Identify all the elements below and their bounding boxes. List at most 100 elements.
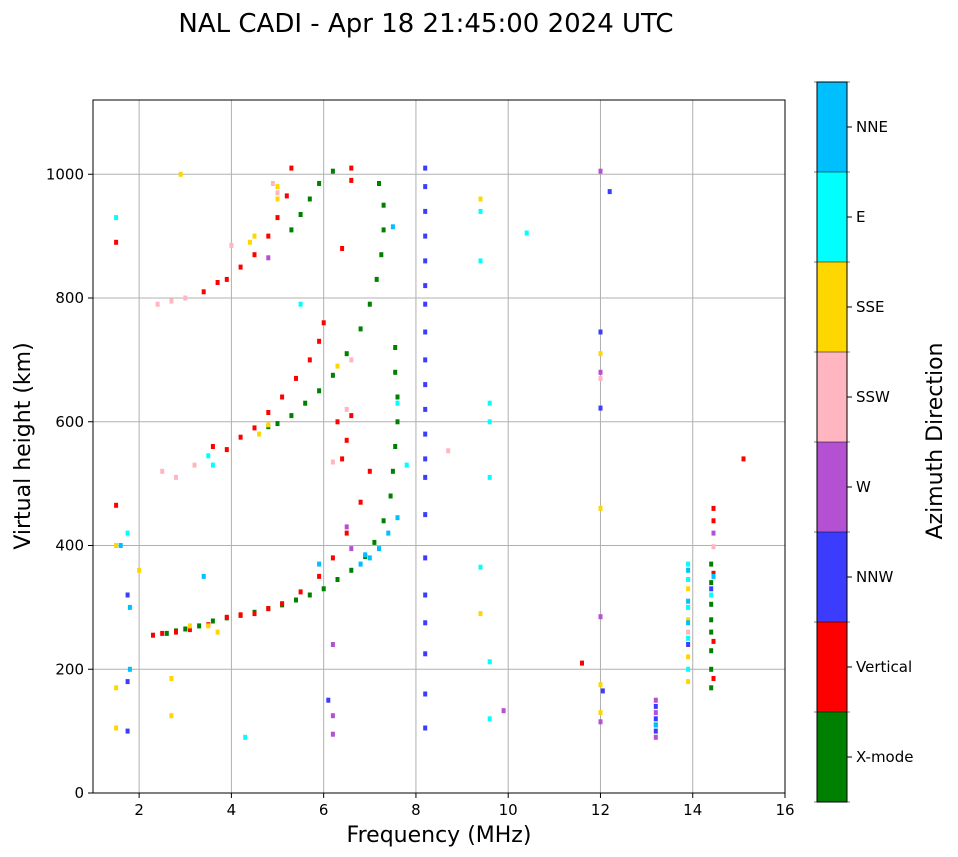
- point-sse: [478, 196, 483, 202]
- point-e: [487, 474, 492, 480]
- point-ssw: [686, 629, 691, 635]
- point-vertical: [344, 437, 349, 443]
- point-e: [243, 734, 248, 740]
- point-nne: [377, 546, 381, 552]
- point-e: [686, 666, 691, 672]
- point-sse: [257, 431, 262, 437]
- point-nnw: [423, 301, 428, 307]
- point-w: [349, 546, 354, 552]
- point-nnw: [423, 208, 428, 214]
- point-x-mode: [289, 227, 294, 233]
- point-e: [395, 400, 400, 406]
- point-nnw: [607, 189, 612, 195]
- colorbar-swatch-w: [817, 442, 847, 532]
- point-nne: [686, 620, 691, 626]
- point-ssw: [344, 406, 349, 412]
- point-vertical: [335, 419, 340, 425]
- point-vertical: [298, 589, 303, 595]
- point-vertical: [215, 280, 220, 285]
- point-w: [344, 524, 349, 530]
- x-tick-label: 10: [499, 801, 518, 819]
- point-e: [487, 419, 492, 425]
- point-x-mode: [709, 580, 714, 586]
- point-nnw: [709, 586, 714, 592]
- point-w: [330, 731, 335, 737]
- x-tick-label: 2: [134, 801, 144, 819]
- colorbar-tick-label: SSW: [856, 388, 890, 406]
- point-e: [686, 635, 691, 641]
- point-e: [487, 659, 492, 665]
- point-e: [686, 561, 691, 567]
- point-x-mode: [709, 666, 714, 672]
- point-x-mode: [379, 252, 384, 258]
- point-sse: [598, 351, 603, 357]
- chart-title: NAL CADI - Apr 18 21:45:00 2024 UTC: [178, 9, 673, 39]
- point-vertical: [114, 502, 119, 508]
- point-e: [478, 258, 483, 264]
- point-x-mode: [393, 444, 398, 449]
- point-vertical: [160, 630, 165, 636]
- point-sse: [187, 623, 192, 629]
- point-vertical: [280, 601, 285, 607]
- point-x-mode: [330, 168, 335, 174]
- point-nne: [127, 604, 132, 610]
- point-vertical: [224, 276, 229, 282]
- point-e: [686, 577, 691, 582]
- point-vertical: [284, 193, 289, 199]
- point-nnw: [125, 728, 130, 734]
- point-vertical: [238, 612, 243, 618]
- point-x-mode: [709, 617, 714, 623]
- point-nnw: [653, 728, 658, 734]
- x-tick-label: 6: [319, 801, 329, 819]
- point-x-mode: [330, 372, 335, 378]
- point-nnw: [423, 165, 428, 171]
- point-sse: [247, 239, 252, 245]
- point-w: [598, 168, 603, 174]
- point-vertical: [289, 165, 294, 171]
- point-w: [598, 719, 603, 725]
- point-x-mode: [393, 369, 398, 375]
- point-vertical: [275, 215, 280, 221]
- point-nnw: [598, 329, 603, 335]
- point-vertical: [266, 410, 271, 415]
- point-nnw: [653, 716, 658, 722]
- x-axis-label: Frequency (MHz): [347, 823, 532, 848]
- point-w: [653, 697, 658, 703]
- point-w: [653, 734, 658, 740]
- point-vertical: [317, 573, 322, 579]
- point-vertical: [321, 320, 326, 326]
- point-nnw: [423, 406, 428, 412]
- point-nne: [390, 224, 395, 230]
- point-x-mode: [358, 326, 363, 332]
- point-x-mode: [377, 181, 381, 186]
- point-e: [206, 453, 211, 459]
- point-vertical: [711, 570, 716, 576]
- x-tick-label: 8: [411, 801, 421, 819]
- point-e: [114, 215, 119, 221]
- colorbar-tick-label: W: [856, 478, 871, 496]
- point-vertical: [201, 289, 206, 295]
- point-sse: [686, 617, 691, 623]
- point-nne: [317, 561, 322, 567]
- colorbar-swatch-nne: [817, 82, 847, 172]
- point-nnw: [423, 555, 428, 561]
- point-sse: [478, 611, 483, 617]
- point-e: [210, 462, 215, 468]
- point-sse: [598, 505, 603, 511]
- point-x-mode: [709, 648, 714, 654]
- point-vertical: [252, 611, 257, 617]
- point-w: [501, 708, 506, 714]
- point-vertical: [367, 468, 372, 474]
- point-e: [686, 604, 691, 610]
- point-x-mode: [349, 567, 354, 573]
- point-x-mode: [298, 212, 303, 217]
- point-sse: [335, 363, 340, 369]
- x-tick-label: 4: [227, 801, 237, 819]
- point-e: [487, 716, 492, 722]
- y-tick-label: 200: [55, 660, 84, 678]
- point-nnw: [423, 592, 428, 598]
- point-nnw: [423, 691, 428, 697]
- point-vertical: [238, 264, 243, 270]
- point-x-mode: [709, 629, 714, 635]
- point-x-mode: [381, 227, 386, 233]
